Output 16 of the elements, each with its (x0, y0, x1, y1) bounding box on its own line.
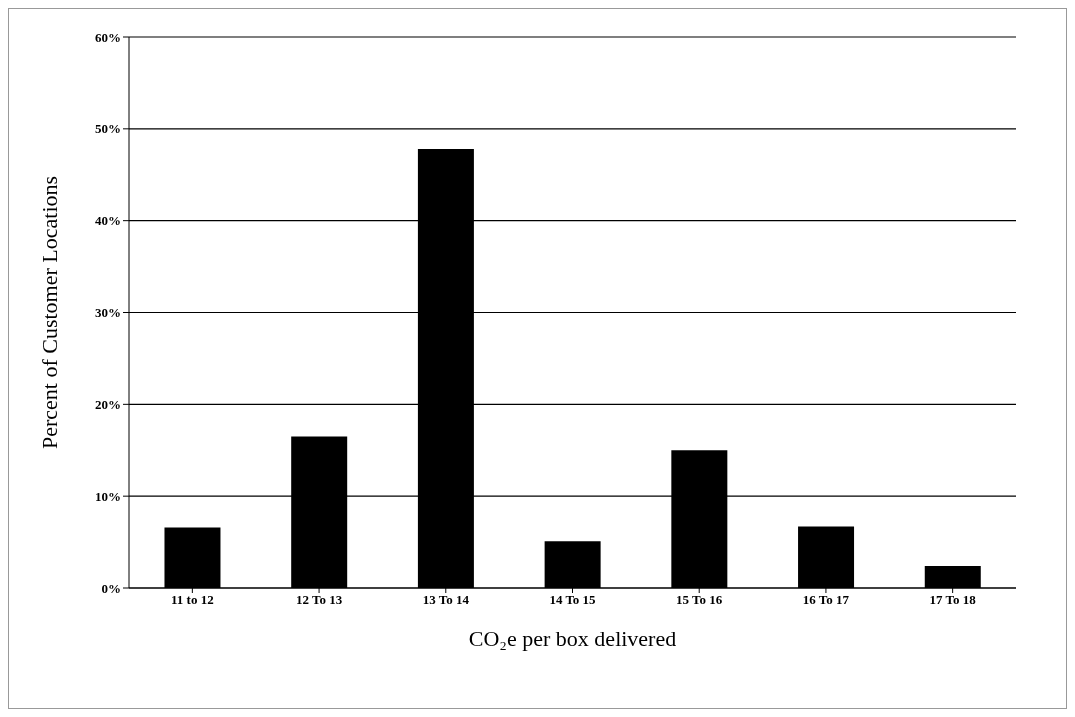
x-tick-label: 15 To 16 (676, 592, 723, 608)
y-tick-label: 50% (95, 121, 121, 137)
x-tick-label: 12 To 13 (295, 592, 343, 608)
y-tick-label: 0% (101, 580, 121, 596)
y-tick-label: 20% (95, 396, 121, 412)
x-tick-label: 11 to 12 (171, 592, 214, 608)
y-tick-label: 30% (95, 305, 121, 321)
x-tick-label: 13 To 14 (422, 592, 470, 608)
x-tick-label: 17 To 18 (929, 592, 977, 608)
y-axis-title: Percent of Customer Locations (36, 175, 62, 450)
y-tick-label: 60% (95, 29, 121, 45)
y-tick-label: 40% (95, 213, 121, 229)
x-tick-label: 16 To 17 (802, 592, 850, 608)
x-tick-label: 14 To 15 (549, 592, 597, 608)
x-axis-title: CO₂e per box delivered (468, 626, 677, 651)
y-tick-label: 10% (95, 488, 121, 504)
